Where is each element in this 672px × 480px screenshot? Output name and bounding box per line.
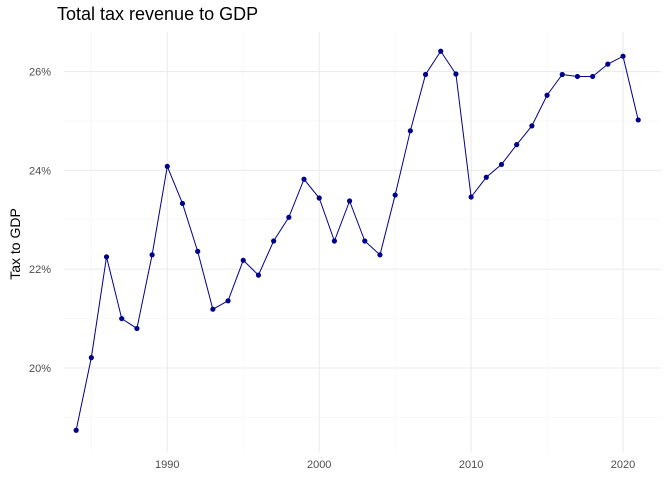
minor-gridlines bbox=[64, 32, 661, 452]
data-point bbox=[559, 71, 565, 78]
data-point bbox=[377, 252, 383, 258]
y-tick-label: 24% bbox=[29, 165, 51, 177]
data-point bbox=[255, 272, 262, 278]
data-point bbox=[514, 142, 520, 148]
data-point bbox=[195, 248, 201, 254]
data-point bbox=[240, 257, 246, 263]
data-point bbox=[301, 176, 307, 182]
data-point bbox=[483, 174, 489, 180]
y-axis-title: Tax to GDP bbox=[7, 208, 23, 280]
data-point bbox=[468, 194, 474, 200]
data-point bbox=[590, 73, 596, 80]
data-point bbox=[407, 128, 413, 134]
y-tick-label: 22% bbox=[29, 264, 51, 276]
data-point bbox=[103, 254, 110, 260]
data-point bbox=[438, 48, 444, 54]
series-line bbox=[75, 50, 639, 431]
data-point bbox=[271, 238, 277, 244]
y-axis-ticks: 20% 22% 24% 26% bbox=[29, 67, 51, 375]
data-point bbox=[453, 71, 459, 77]
data-point bbox=[73, 427, 79, 433]
data-point bbox=[498, 161, 505, 168]
data-point bbox=[605, 61, 611, 67]
data-point bbox=[544, 92, 550, 98]
data-points-group bbox=[73, 48, 641, 433]
x-tick-label: 1990 bbox=[155, 459, 179, 471]
y-tick-label: 20% bbox=[29, 363, 51, 375]
data-point bbox=[179, 200, 186, 207]
data-point bbox=[134, 325, 140, 332]
data-point bbox=[149, 252, 155, 258]
data-point bbox=[331, 238, 337, 244]
data-point bbox=[346, 198, 353, 204]
data-point bbox=[574, 73, 581, 80]
x-tick-label: 2010 bbox=[459, 459, 483, 471]
data-point bbox=[286, 214, 292, 220]
data-point bbox=[529, 123, 535, 129]
data-point bbox=[620, 53, 626, 59]
chart-title: Total tax revenue to GDP bbox=[57, 4, 259, 24]
data-point bbox=[225, 298, 231, 304]
data-point bbox=[164, 163, 170, 169]
data-point bbox=[422, 71, 429, 78]
series-line-group bbox=[75, 50, 639, 431]
data-point bbox=[316, 195, 322, 201]
data-point bbox=[119, 315, 125, 322]
major-gridlines bbox=[64, 32, 661, 452]
data-point bbox=[392, 192, 398, 198]
y-tick-label: 26% bbox=[29, 67, 51, 79]
x-tick-label: 2000 bbox=[307, 459, 331, 471]
data-point bbox=[210, 306, 216, 312]
data-point bbox=[362, 238, 368, 244]
x-axis-ticks: 1990 2000 2010 2020 bbox=[155, 459, 635, 471]
data-point bbox=[635, 117, 641, 123]
data-point bbox=[88, 355, 94, 361]
x-tick-label: 2020 bbox=[611, 459, 635, 471]
